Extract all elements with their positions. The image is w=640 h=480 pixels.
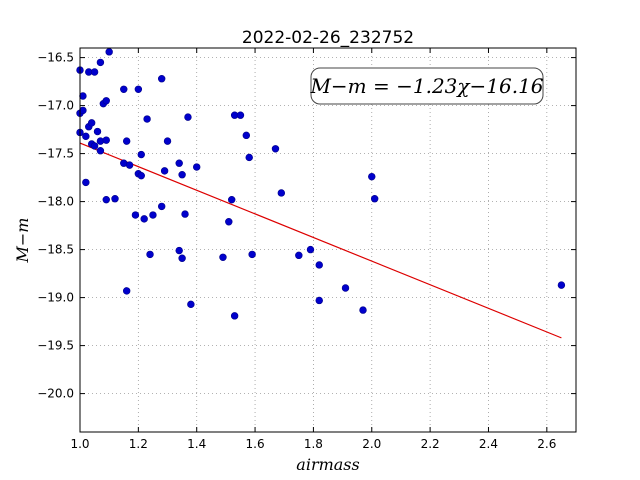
fit-equation-text: M−m = −1.23χ−16.16 [309, 74, 543, 98]
x-axis-label: airmass [296, 455, 359, 474]
data-points [76, 48, 566, 320]
y-tick-label: −17.5 [37, 147, 74, 161]
x-tick-label: 1.8 [304, 437, 323, 451]
data-point [178, 171, 186, 179]
data-point [306, 245, 315, 254]
data-point [271, 145, 280, 153]
data-point [175, 159, 183, 167]
data-point [242, 131, 251, 140]
fit-line-group [79, 142, 562, 339]
data-point [157, 75, 166, 83]
data-point [111, 195, 119, 203]
y-tick-label: −18.5 [37, 243, 74, 257]
data-point [96, 58, 105, 67]
data-point [143, 115, 151, 123]
data-point [131, 211, 140, 219]
plot-background [80, 48, 576, 432]
data-point [90, 68, 99, 76]
data-point [315, 261, 323, 269]
data-point [295, 251, 303, 260]
y-tick-label: −20.0 [37, 387, 74, 401]
data-point [140, 215, 148, 223]
data-point [184, 113, 192, 121]
data-point [82, 132, 90, 141]
fit-line [79, 142, 562, 339]
x-tick-label: 2.0 [362, 437, 381, 451]
plot-frame [79, 47, 577, 433]
data-point [137, 171, 145, 180]
data-point [102, 195, 110, 204]
data-point [163, 137, 172, 145]
data-point [248, 250, 256, 259]
y-tick-labels: −16.5 −17.0 −17.5 −18.0 −18.5 −19.0 −19.5 −20.0 [37, 51, 74, 401]
data-point [157, 202, 166, 211]
data-point [193, 163, 201, 171]
x-tick-label: 1.6 [246, 437, 265, 451]
y-tick-label: −16.5 [37, 51, 74, 65]
data-point [125, 161, 134, 169]
fit-equation-box: M−m = −1.23χ−16.16 [309, 67, 544, 105]
data-point [245, 153, 253, 162]
data-point [93, 127, 102, 136]
x-tick-label: 1.0 [70, 437, 89, 451]
data-point [225, 218, 233, 226]
data-point [102, 97, 110, 105]
data-point [277, 189, 286, 197]
data-point [122, 287, 131, 295]
data-point [175, 246, 183, 255]
data-point [359, 306, 367, 314]
data-point [368, 172, 376, 181]
data-point [82, 178, 90, 187]
data-point [187, 300, 195, 309]
y-tick-label: −19.5 [37, 339, 74, 353]
x-tick-label: 2.2 [421, 437, 440, 451]
data-point [236, 111, 245, 119]
data-point [90, 142, 99, 150]
data-point [178, 254, 186, 262]
data-point [160, 167, 169, 175]
data-point [228, 195, 236, 204]
data-point [122, 137, 131, 145]
x-tick-label: 2.4 [479, 437, 498, 451]
data-point [87, 119, 96, 127]
data-point [96, 147, 105, 155]
data-point [105, 48, 113, 56]
data-point [79, 106, 87, 115]
data-point [181, 210, 189, 218]
x-tick-label: 2.6 [537, 437, 556, 451]
y-tick-label: −17.0 [37, 99, 74, 113]
data-point [370, 195, 379, 203]
data-point [120, 85, 128, 93]
data-point [219, 253, 227, 261]
data-point [102, 136, 110, 144]
y-tick-label: −19.0 [37, 291, 74, 305]
axis-ticks [79, 48, 576, 432]
data-point [230, 312, 239, 320]
data-point [149, 211, 157, 219]
x-tick-labels: 1.0 1.2 1.4 1.6 1.8 2.0 2.2 2.4 2.6 [70, 437, 556, 451]
x-tick-label: 1.4 [187, 437, 206, 451]
grid-lines [79, 48, 576, 432]
data-point [134, 85, 143, 93]
y-axis-label: M−m [13, 218, 32, 264]
data-point [137, 150, 145, 159]
data-point [557, 281, 566, 289]
data-point [146, 250, 154, 259]
x-tick-label: 1.2 [129, 437, 148, 451]
data-point [79, 92, 87, 100]
equation-box-frame [310, 67, 544, 105]
data-point [315, 296, 323, 305]
chart-title: 2022-02-26_232752 [242, 28, 414, 48]
data-point [341, 284, 350, 292]
y-tick-label: −18.0 [37, 195, 74, 209]
